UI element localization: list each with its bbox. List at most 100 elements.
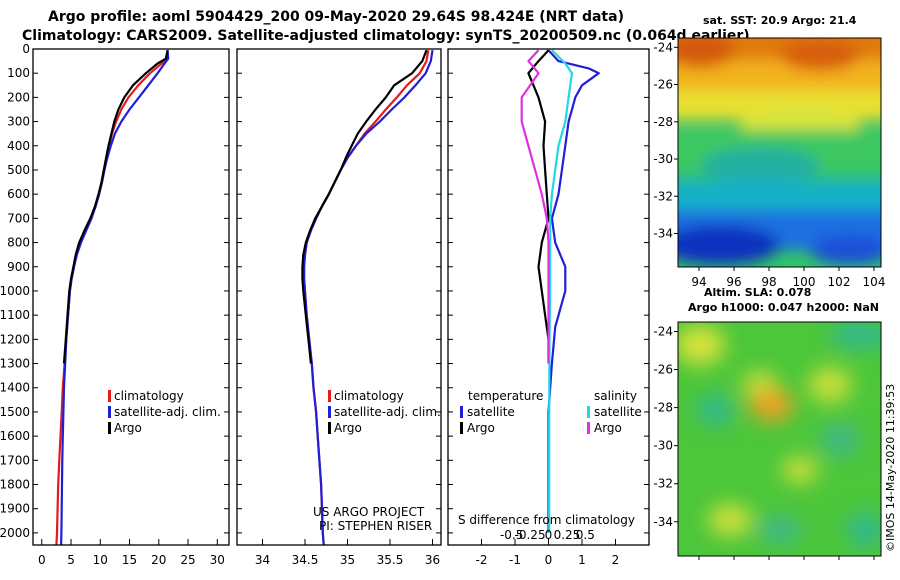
- series-salinity-argo: [520, 49, 550, 364]
- salinity-tick-label: 0.25: [554, 528, 581, 542]
- map-y-tick-label: -34: [653, 515, 673, 529]
- y-tick-label: 100: [7, 66, 30, 80]
- sla-map-title-line1: Altim. SLA: 0.078: [704, 286, 811, 299]
- legend-sal-satellite: satellite: [594, 405, 642, 419]
- sla-patches: [678, 322, 881, 548]
- legend-swatch-temp-satellite: [460, 406, 463, 418]
- sst-field: [678, 38, 881, 267]
- sst-patches: [678, 38, 881, 265]
- x-tick-label: 35.5: [377, 553, 404, 567]
- series-argo: [62, 49, 169, 364]
- difference-panel: -2 -1 0 1 2 -0.5-0.25 0 0.250.5 S difference f…: [447, 48, 650, 567]
- map-y-tick-label: -34: [653, 226, 673, 240]
- map-y-tick-label: -28: [653, 401, 673, 415]
- sla-field: [678, 322, 881, 556]
- sla-yellow-4: [782, 456, 818, 484]
- legend-salinity-title: salinity: [594, 389, 637, 403]
- y-tick-label: 1400: [0, 381, 30, 395]
- sst-hot-patch-1: [678, 38, 735, 68]
- sst-cold-patch-2: [810, 235, 881, 265]
- legend-swatch-argo: [108, 422, 111, 434]
- y-tick-label: 1600: [0, 429, 30, 443]
- legend-sal-argo: Argo: [594, 421, 622, 435]
- map-y-tick-label: -26: [653, 78, 673, 92]
- sst-map-title: sat. SST: 20.9 Argo: 21.4: [703, 14, 857, 27]
- x-tick-label: 0: [38, 553, 46, 567]
- credit-line2: PI: STEPHEN RISER: [319, 519, 432, 533]
- x-tick-label: 25: [180, 553, 195, 567]
- salinity-legend: climatology satellite-adj. clim. Argo: [328, 389, 441, 435]
- y-tick-label: 300: [7, 115, 30, 129]
- sla-cyan-2: [697, 394, 733, 426]
- y-tick-label: 200: [7, 90, 30, 104]
- y-tick-label: 1500: [0, 405, 30, 419]
- title-line2: Climatology: CARS2009. Satellite-adjuste…: [22, 28, 750, 44]
- salinity-tick-label: 0.5: [576, 528, 595, 542]
- sla-cyan-1: [830, 322, 881, 349]
- series-argo: [301, 49, 428, 364]
- sla-map: Altim. SLA: 0.078 Argo h1000: 0.047 h200…: [653, 286, 882, 560]
- temperature-legend: climatology satellite-adj. clim. Argo: [108, 389, 221, 435]
- sla-map-title-line2: Argo h1000: 0.047 h2000: NaN: [688, 301, 879, 314]
- y-tick-label: 1900: [0, 502, 30, 516]
- timestamp-stamp: ©IMOS 14-May-2020 11:39:53: [884, 384, 897, 552]
- credit-line1: US ARGO PROJECT: [313, 505, 425, 519]
- legend-swatch-satellite: [108, 406, 111, 418]
- series-temperature-satellite: [547, 49, 600, 533]
- temperature-legend-satellite: satellite-adj. clim.: [114, 405, 221, 419]
- series-satellite-adj-clim-: [303, 50, 434, 546]
- sla-yellow-3: [808, 367, 852, 403]
- sla-map-frame: [677, 321, 882, 557]
- legend-swatch-temp-argo: [460, 422, 463, 434]
- salinity-plot-frame: [236, 48, 442, 546]
- map-y-tick-label: -28: [653, 115, 673, 129]
- map-y-tick-label: -30: [653, 439, 673, 453]
- y-tick-label: 500: [7, 163, 30, 177]
- y-tick-label: 400: [7, 139, 30, 153]
- legend-swatch-sal-satellite: [587, 406, 590, 418]
- map-y-tick-label: -32: [653, 477, 673, 491]
- y-tick-label: 900: [7, 260, 30, 274]
- sst-hot-patch-2: [780, 39, 860, 71]
- sla-cyan-4: [758, 516, 802, 544]
- x-tick-label: 5: [67, 553, 75, 567]
- y-tick-label: 600: [7, 187, 30, 201]
- salinity-tick-label: -0.25: [515, 528, 546, 542]
- y-tick-label: 1700: [0, 453, 30, 467]
- map-x-tick-label: 94: [691, 275, 706, 289]
- series-climatology: [303, 50, 430, 546]
- difference-title: S difference from climatology: [458, 513, 635, 527]
- map-y-tick-label: -26: [653, 363, 673, 377]
- x-tick-label: 0: [545, 553, 553, 567]
- y-tick-label: 1300: [0, 357, 30, 371]
- x-tick-label: -1: [509, 553, 521, 567]
- x-tick-label: 36: [425, 553, 440, 567]
- x-tick-label: 20: [151, 553, 166, 567]
- y-tick-label: 800: [7, 236, 30, 250]
- title-line1: Argo profile: aoml 5904429_200 09-May-20…: [48, 9, 624, 25]
- sla-yellow-1: [678, 325, 725, 365]
- temperature-plot-frame: [32, 48, 230, 546]
- legend-temp-argo: Argo: [467, 421, 495, 435]
- sla-orange-peak: [750, 389, 794, 421]
- map-x-tick-label: 100: [793, 275, 816, 289]
- map-y-tick-label: -24: [653, 325, 673, 339]
- sla-cyan-5: [847, 512, 881, 548]
- temperature-legend-argo: Argo: [114, 421, 142, 435]
- temperature-panel: 0100200300400500600700800900100011001200…: [0, 42, 230, 567]
- map-x-tick-label: 96: [726, 275, 741, 289]
- x-tick-label: 34.5: [292, 553, 319, 567]
- salinity-tick-label: 0: [545, 528, 553, 542]
- y-tick-label: 2000: [0, 526, 30, 540]
- sst-cyan-band: [678, 180, 881, 210]
- x-tick-label: 10: [93, 553, 108, 567]
- map-y-tick-label: -32: [653, 189, 673, 203]
- salinity-legend-satellite: satellite-adj. clim.: [334, 405, 441, 419]
- legend-swatch-climatology: [328, 390, 331, 402]
- map-x-tick-label: 102: [828, 275, 851, 289]
- series-climatology: [55, 50, 169, 546]
- salinity-tick-label: -0.5: [500, 528, 523, 542]
- map-x-tick-label: 98: [761, 275, 776, 289]
- y-tick-label: 1800: [0, 478, 30, 492]
